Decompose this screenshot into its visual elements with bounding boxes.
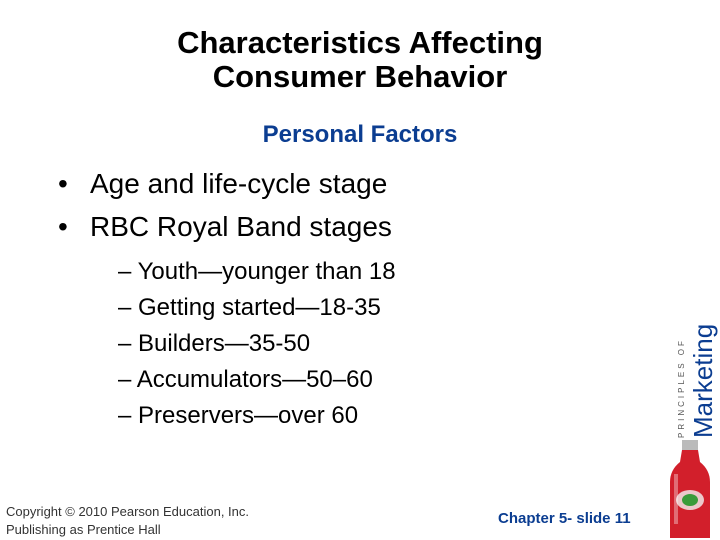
brand-top-text: PRINCIPLES OF (677, 338, 686, 438)
slide-subtitle: Personal Factors (262, 121, 458, 148)
brand-main-text: Marketing (688, 324, 718, 438)
bullet-item: • Age and life-cycle stage (58, 162, 392, 205)
bullet-dot: • (58, 211, 68, 242)
title-line-2: Consumer Behavior (212, 59, 508, 94)
bullet-text: RBC Royal Band stages (90, 211, 392, 242)
bullet-text: Age and life-cycle stage (90, 168, 388, 199)
sub-bullet-item: – Builders—35-50 (118, 330, 311, 357)
slide-title: Characteristics Affecting Consumer Behav… (60, 26, 660, 94)
book-brand-logo: PRINCIPLES OF Marketing (677, 324, 718, 438)
copyright-line-2: Publishing as Prentice Hall (6, 522, 161, 537)
sub-bullet-item: – Accumulators—50–60 (118, 366, 373, 393)
slide-number: Chapter 5- slide 11 (498, 510, 631, 527)
sub-bullet-item: – Preservers—over 60 (118, 402, 359, 429)
sub-bullet-item: – Getting started—18-35 (118, 294, 381, 321)
title-line-1: Characteristics Affecting (177, 25, 543, 60)
sub-bullet-item: – Youth—younger than 18 (118, 258, 396, 285)
bullet-dot: • (58, 168, 68, 199)
copyright-line-1: Copyright © 2010 Pearson Education, Inc. (6, 504, 250, 519)
juice-bottle-icon (670, 440, 710, 538)
sub-bullet-list: – Youth—younger than 18 – Getting starte… (118, 254, 396, 434)
copyright-notice: Copyright © 2010 Pearson Education, Inc.… (6, 503, 249, 539)
bullet-list: • Age and life-cycle stage • RBC Royal Ban… (58, 162, 392, 248)
bullet-item: • RBC Royal Band stages (58, 205, 392, 248)
